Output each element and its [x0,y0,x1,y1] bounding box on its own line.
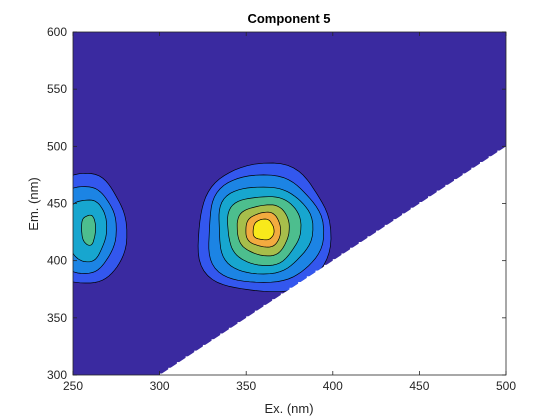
mask-edge-step [237,322,247,326]
mask-edge-step [298,282,307,286]
mask-edge-step [306,276,316,280]
mask-edge-step [350,247,359,251]
mask-edge-step [376,230,385,234]
y-tick-label: 350 [47,311,67,325]
contour-ring-7 [252,218,275,241]
mask-edge-step [332,259,342,263]
y-tick-label: 400 [47,254,67,268]
mask-edge-step [410,207,420,211]
mask-edge-step [436,190,446,194]
mask-edge-step [480,161,489,165]
mask-edge-step [272,299,281,303]
mask-edge-step [341,253,351,257]
mask-edge-steps [159,150,506,377]
mask-edge-step [185,356,195,360]
mask-edge-step [454,179,463,183]
mask-edge-step [393,219,403,223]
x-tick-label: 350 [236,379,256,393]
mask-edge-step [324,264,333,268]
mask-edge-step [358,242,368,246]
mask-edge-step [289,287,299,291]
contour-layers [73,162,332,293]
mask-edge-step [419,202,429,205]
mask-edge-step [194,350,203,354]
mask-edge-step [211,339,221,343]
mask-edge-step [367,236,377,240]
mask-edge-step [315,270,325,274]
plot-area [73,32,506,377]
y-tick-label: 300 [47,368,67,382]
chart-title: Component 5 [247,11,330,26]
mask-edge-step [246,316,255,320]
x-tick-label: 450 [409,379,429,393]
y-axis-label: Em. (nm) [26,177,41,230]
mask-edge-step [497,150,506,154]
mask-edge-step [280,293,290,297]
x-tick-label: 250 [63,379,83,393]
mask-edge-step [168,367,177,371]
mask-edge-step [462,173,472,177]
mask-edge-step [402,213,411,217]
mask-edge-step [263,304,273,308]
y-tick-label: 550 [47,82,67,96]
mask-edge-step [445,184,455,188]
mask-edge-step [202,344,212,348]
mask-edge-step [220,333,229,337]
y-tick-label: 600 [47,25,67,39]
x-axis-label: Ex. (nm) [264,401,313,416]
y-tick-label: 500 [47,139,67,153]
mask-edge-step [428,196,437,200]
mask-edge-step [176,362,186,366]
mask-edge-step [488,156,498,160]
y-tick-label: 450 [47,197,67,211]
x-tick-label: 400 [323,379,343,393]
contour-ring-11 [81,214,96,246]
mask-edge-step [384,224,394,228]
mask-edge-step [471,167,481,171]
mask-edge-step [228,327,238,331]
x-tick-label: 500 [496,379,516,393]
mask-edge-step [254,310,264,314]
x-tick-label: 300 [150,379,170,393]
